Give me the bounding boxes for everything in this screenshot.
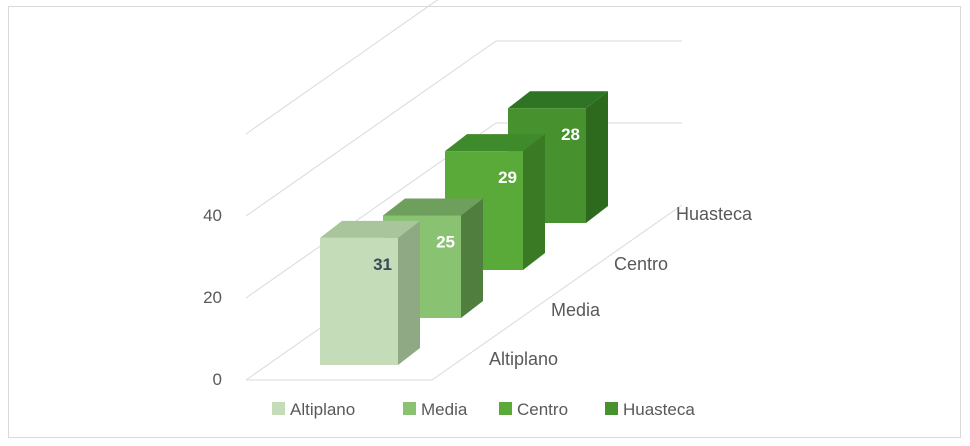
data-label-huasteca: 28 bbox=[561, 125, 580, 144]
category-label-1: Media bbox=[551, 300, 601, 320]
legend-swatch-3 bbox=[605, 402, 618, 415]
legend-label-0: Altiplano bbox=[290, 400, 355, 419]
gridline-2 bbox=[245, 40, 497, 217]
gridlines bbox=[245, 0, 683, 381]
floor-right-edge bbox=[431, 204, 683, 381]
legend-label-1: Media bbox=[421, 400, 468, 419]
category-label-2: Centro bbox=[614, 254, 668, 274]
y-tick-label-2: 40 bbox=[203, 206, 222, 225]
bar-side-altiplano bbox=[398, 220, 420, 365]
category-labels: Altiplano Media Centro Huasteca bbox=[489, 204, 753, 369]
bars: 28 29 25 31 bbox=[320, 91, 608, 365]
data-label-centro: 29 bbox=[498, 168, 517, 187]
bar-front-altiplano bbox=[320, 237, 398, 365]
legend-swatch-2 bbox=[499, 402, 512, 415]
legend-label-2: Centro bbox=[517, 400, 568, 419]
bar-altiplano: 31 bbox=[320, 220, 420, 365]
data-label-media: 25 bbox=[436, 233, 455, 252]
bar-side-centro bbox=[523, 134, 545, 270]
gridline-3 bbox=[245, 0, 439, 135]
data-label-altiplano: 31 bbox=[373, 255, 392, 274]
category-label-0: Altiplano bbox=[489, 349, 558, 369]
y-tick-label-1: 20 bbox=[203, 288, 222, 307]
legend-swatch-1 bbox=[403, 402, 416, 415]
bar-top-huasteca bbox=[508, 91, 608, 109]
bar-top-centro bbox=[445, 134, 545, 152]
legend: Altiplano Media Centro Huasteca bbox=[272, 400, 695, 419]
bar-side-media bbox=[461, 198, 483, 318]
legend-swatch-0 bbox=[272, 402, 285, 415]
category-label-3: Huasteca bbox=[676, 204, 753, 224]
bar-side-huasteca bbox=[586, 91, 608, 223]
y-tick-label-0: 0 bbox=[213, 370, 222, 389]
bar-top-altiplano bbox=[320, 220, 420, 238]
legend-label-3: Huasteca bbox=[623, 400, 695, 419]
bar-top-media bbox=[383, 198, 483, 216]
y-axis-ticks: 0 20 40 bbox=[203, 206, 222, 389]
